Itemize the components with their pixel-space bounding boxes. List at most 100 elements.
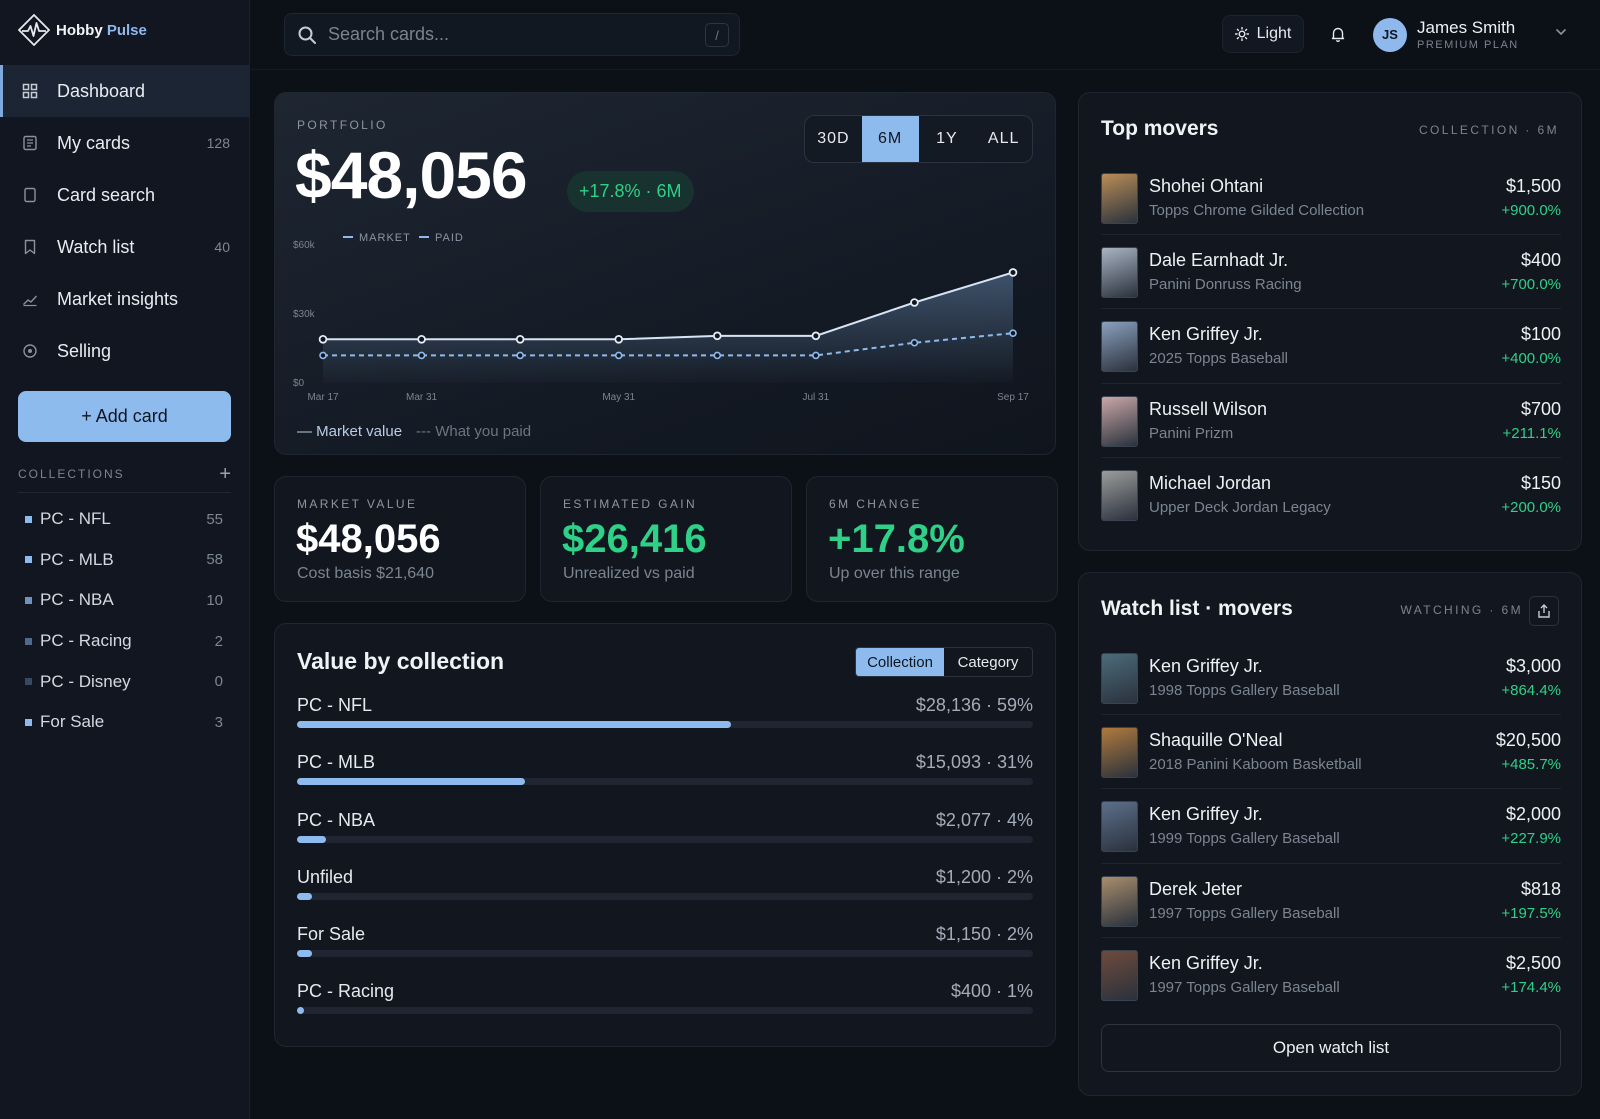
card-change: +864.4% [1501,682,1561,699]
collection-count: 10 [206,591,223,609]
collection-color-swatch [25,637,32,645]
value-by-collection-title: Value by collection [297,648,505,674]
card-search-icon [22,187,38,203]
brand-logo[interactable]: Hobby Pulse [18,13,147,47]
collection-count: 2 [214,632,223,650]
avatar: JS [1373,17,1407,52]
toggle-category[interactable]: Category [957,653,1019,671]
collection-item[interactable]: PC - MLB 58 [18,540,223,581]
sidebar-item-selling[interactable]: Selling [0,325,250,377]
notifications-bell-icon[interactable] [1326,22,1350,46]
collection-item[interactable]: PC - Racing 2 [18,621,223,662]
card-change: +200.0% [1501,498,1561,516]
card-thumbnail [1101,949,1138,1001]
stat-label: ESTIMATED GAIN [563,497,698,511]
theme-toggle-button[interactable]: Light [1222,15,1304,53]
collection-item[interactable]: PC - Disney 0 [18,661,223,702]
user-menu[interactable]: JS James Smith PREMIUM PLAN [1373,13,1573,56]
market-area [323,272,1013,383]
card-price: $20,500 [1495,730,1561,751]
top-mover-row[interactable]: Dale Earnhadt Jr. Panini Donruss Racing $4… [1101,235,1561,310]
market-point [417,335,426,344]
add-collection-icon[interactable]: + [219,463,231,485]
range-button-1y[interactable]: 1Y [936,130,958,147]
card-change: +197.5% [1501,904,1561,922]
paid-point [614,351,623,360]
sidebar-item-market-insights[interactable]: Market insights [0,273,250,325]
value-by-collection-list: PC - NFL $28,136 · 59% PC - MLB $15,093 · 3… [297,695,1033,1039]
paid-point [319,351,327,360]
sidebar-item-label: Selling [57,340,112,361]
toggle-collection[interactable]: Collection [856,648,944,676]
card-change: +900.0% [1501,202,1561,219]
collection-item[interactable]: PC - NBA 10 [18,580,223,621]
collection-color-swatch [25,596,32,604]
watch-mover-row[interactable]: Ken Griffey Jr. 1998 Topps Gallery Baseba… [1101,641,1561,716]
portfolio-change-badge: +17.8% · 6M [567,171,694,212]
collection-item[interactable]: For Sale 3 [18,702,223,743]
card-thumbnail [1101,247,1138,299]
user-name: James Smith [1417,18,1516,37]
stat-value: $48,056 [296,517,441,561]
player-name: Ken Griffey Jr. [1149,804,1263,825]
card-set: 1997 Topps Gallery Baseball [1149,978,1340,996]
player-name: Ken Griffey Jr. [1149,952,1263,973]
watch-mover-row[interactable]: Shaquille O'Neal 2018 Panini Kaboom Baske… [1101,715,1561,790]
range-button-all[interactable]: ALL [987,130,1020,147]
collection-value-row[interactable]: PC - NFL $28,136 · 59% [297,695,1033,752]
logo-pulse-icon [18,14,50,46]
collection-value-name: PC - NBA [297,809,376,830]
collection-value-track [297,1007,1033,1015]
collection-value-row[interactable]: PC - MLB $15,093 · 31% [297,752,1033,809]
y-tick-label: $0 [293,378,305,389]
x-tick-label: Mar 17 [307,392,339,403]
x-tick-label: Sep 17 [997,392,1029,403]
range-button-6m[interactable]: 6M [861,116,919,162]
top-mover-row[interactable]: Shohei Ohtani Topps Chrome Gilded Collect… [1101,161,1561,236]
collection-label: PC - NFL [40,509,111,529]
collection-value-track [297,835,1033,843]
sidebar-item-watch-list[interactable]: Watch list 40 [0,221,250,273]
collection-value-bar [297,892,312,900]
bookmark-icon [22,239,38,255]
open-watch-list-button[interactable]: Open watch list [1101,1024,1561,1072]
player-name: Ken Griffey Jr. [1149,324,1263,345]
sidebar-item-dashboard[interactable]: Dashboard [0,65,250,117]
topbar-divider [251,69,1600,70]
search-input[interactable] [328,24,688,45]
range-selector: 30D 6M 1Y ALL [804,115,1033,163]
sidebar-item-my-cards[interactable]: My cards 128 [0,117,250,169]
card-set: 2018 Panini Kaboom Basketball [1149,756,1362,774]
top-mover-row[interactable]: Ken Griffey Jr. 2025 Topps Baseball $100 +4… [1101,309,1561,384]
collections-title: COLLECTIONS [18,467,125,481]
sidebar-item-card-search[interactable]: Card search [0,169,250,221]
user-plan: PREMIUM PLAN [1417,39,1519,51]
collection-value-bar [297,778,526,786]
top-mover-row[interactable]: Michael Jordan Upper Deck Jordan Legacy $1… [1101,458,1561,532]
collection-value-row[interactable]: Unfiled $1,200 · 2% [297,867,1033,924]
share-icon[interactable] [1529,596,1559,626]
collection-value-amount: $1,150 · 2% [935,924,1033,945]
portfolio-label: PORTFOLIO [297,118,388,132]
portfolio-value: $48,056 [295,138,528,212]
stat-subtext: Up over this range [829,565,960,582]
add-card-button[interactable]: + Add card [18,391,231,442]
sun-icon [1234,27,1249,41]
collection-value-amount: $1,200 · 2% [935,866,1033,887]
collection-item[interactable]: PC - NFL 55 [18,499,223,540]
collection-value-row[interactable]: PC - Racing $400 · 1% [297,981,1033,1038]
card-change: +227.9% [1501,830,1561,848]
watch-movers-title: Watch list · movers [1101,597,1293,620]
collection-value-row[interactable]: PC - NBA $2,077 · 4% [297,810,1033,867]
collection-value-track [297,892,1033,900]
watch-mover-row[interactable]: Ken Griffey Jr. 1999 Topps Gallery Baseba… [1101,789,1561,864]
top-mover-row[interactable]: Russell Wilson Panini Prizm $700 +211.1% [1101,384,1561,458]
range-button-30d[interactable]: 30D [817,130,850,147]
collection-value-amount: $400 · 1% [950,981,1033,1002]
watch-mover-row[interactable]: Derek Jeter 1997 Topps Gallery Baseball $8… [1101,864,1561,938]
card-price: $700 [1520,398,1561,419]
sidebar-item-label: Market insights [57,288,179,309]
sidebar-item-label: Watch list [57,236,135,257]
watch-mover-row[interactable]: Ken Griffey Jr. 1997 Topps Gallery Baseba… [1101,938,1561,1012]
collection-value-row[interactable]: For Sale $1,150 · 2% [297,924,1033,981]
